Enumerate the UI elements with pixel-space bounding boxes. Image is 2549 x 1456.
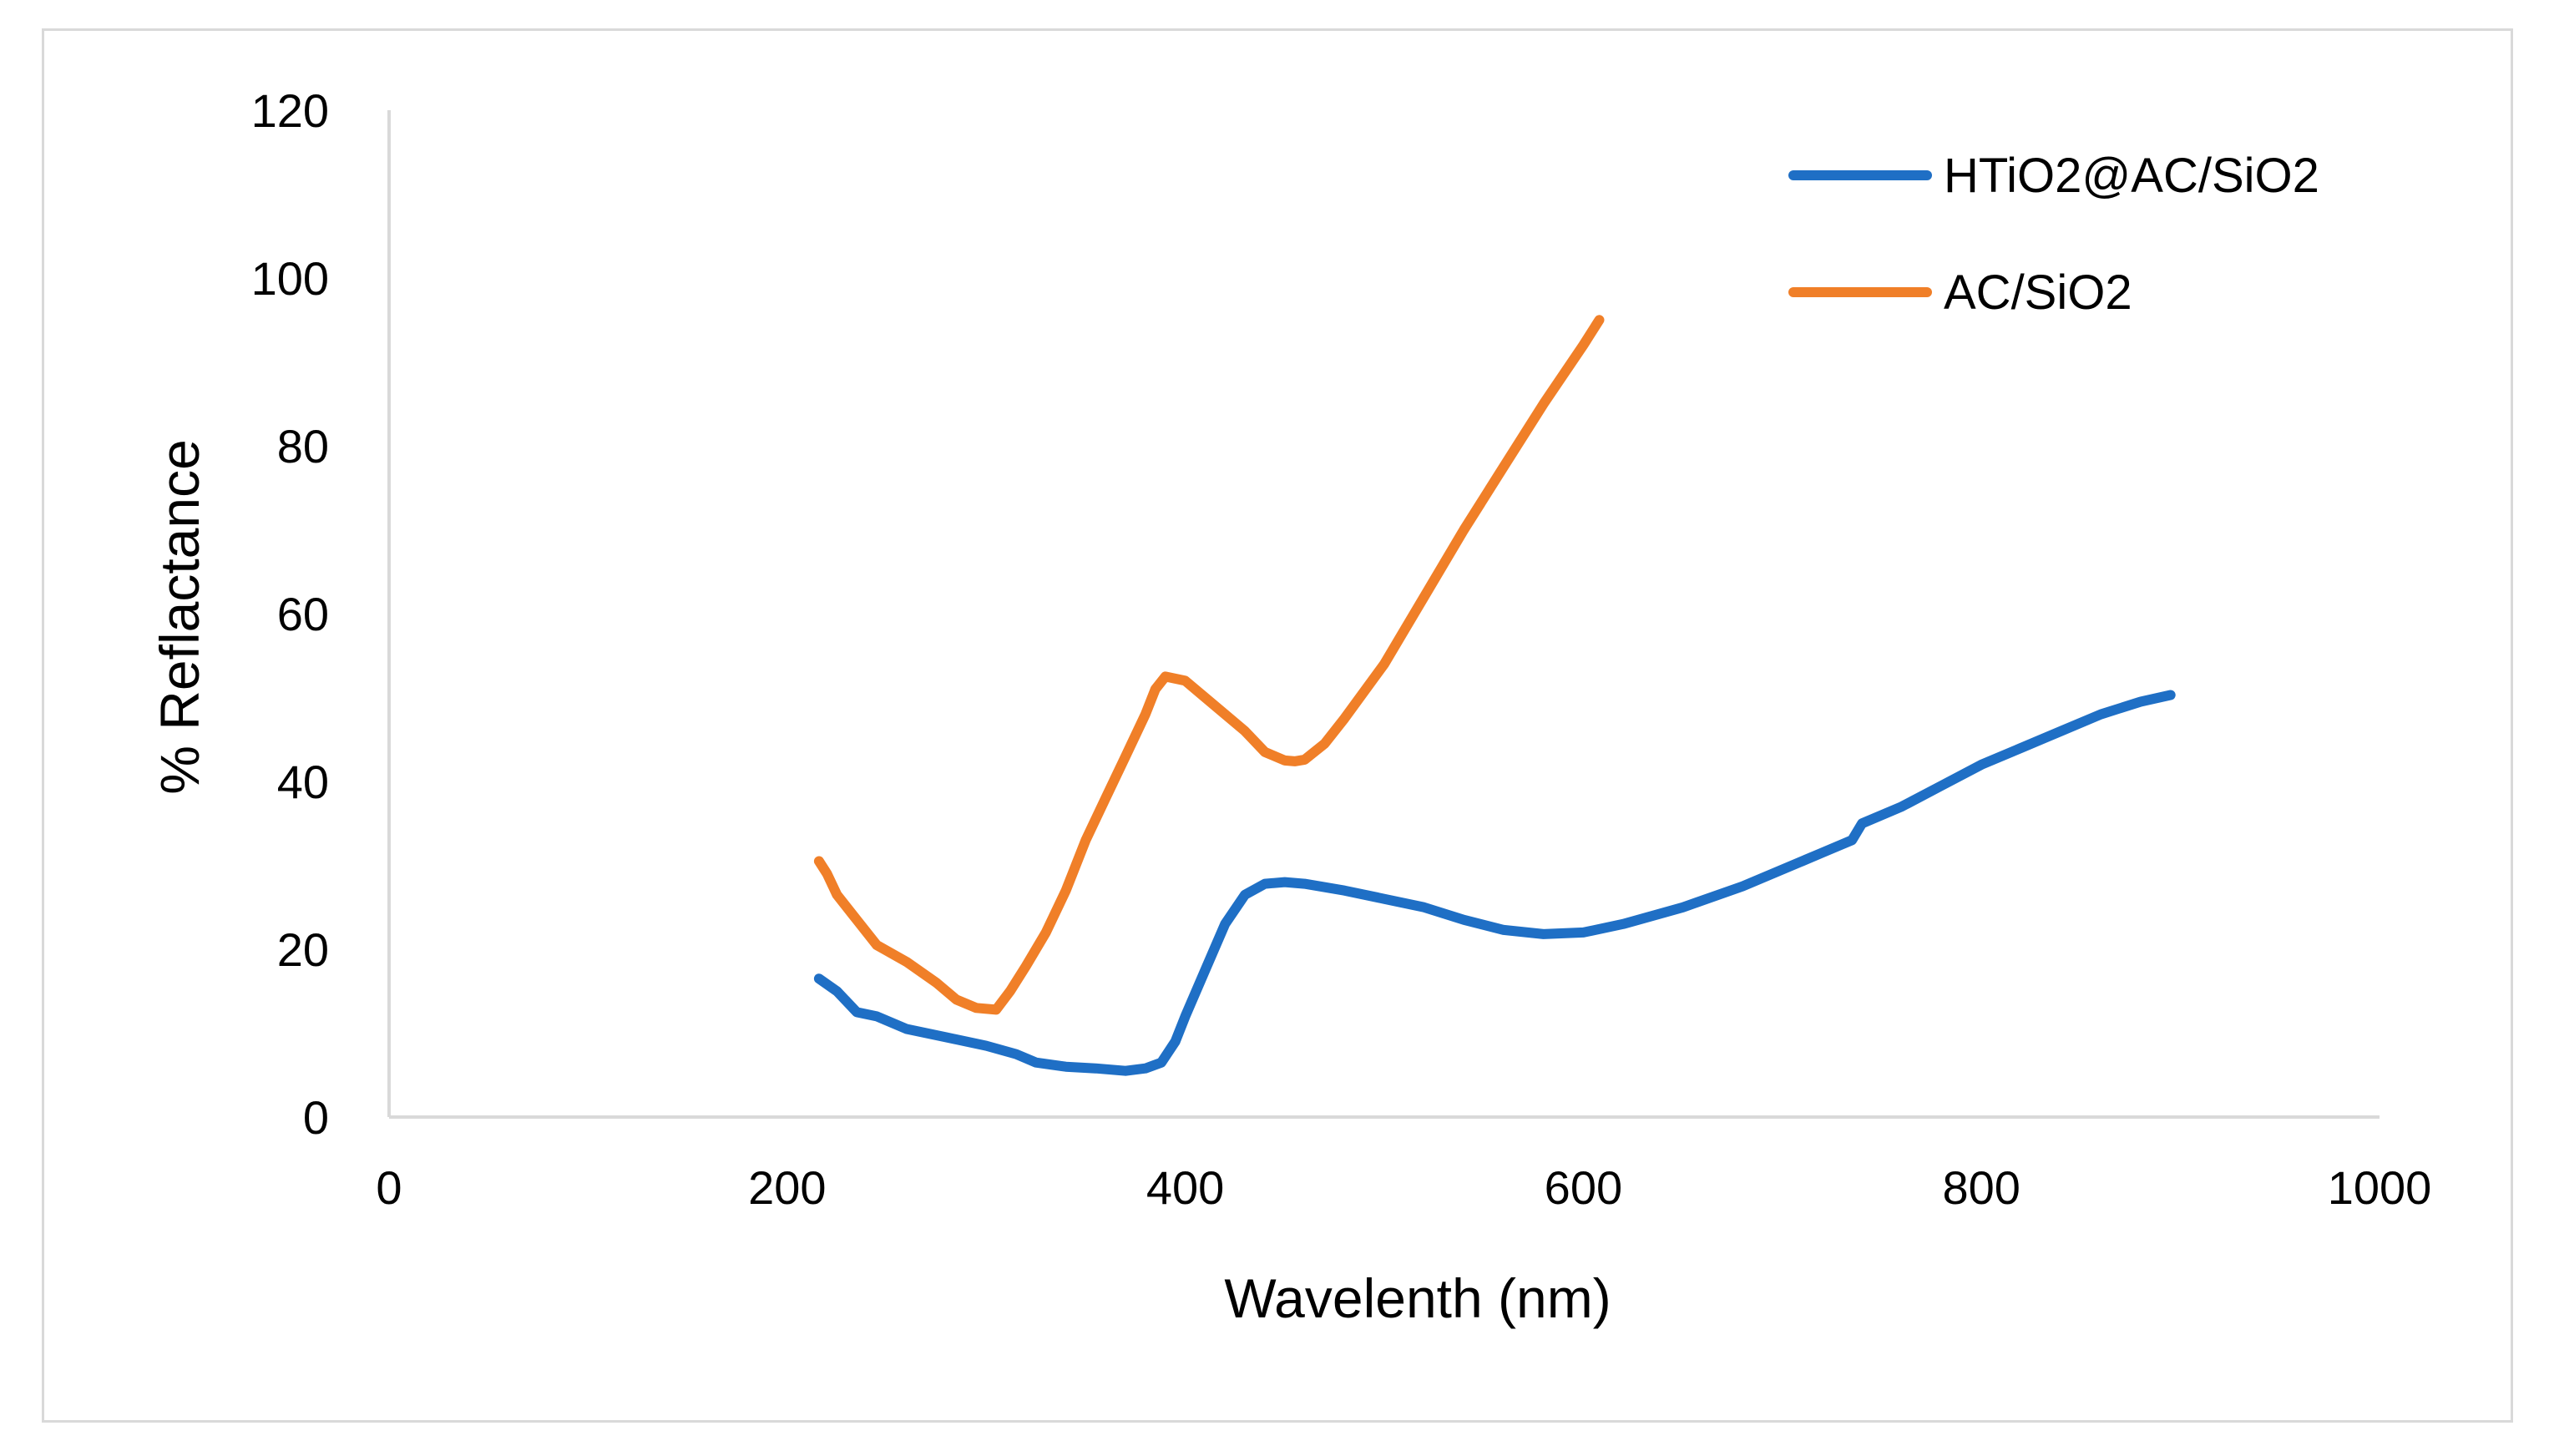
legend-label-0: HTiO2@AC/SiO2 [1944, 149, 2319, 203]
y-tick-label: 80 [277, 420, 329, 473]
legend: HTiO2@AC/SiO2 AC/SiO2 [1788, 149, 2319, 320]
y-tick-label: 20 [277, 923, 329, 976]
series-layer [813, 315, 2176, 1076]
y-tick-label: 120 [251, 84, 329, 137]
x-tick-label: 0 [376, 1161, 402, 1214]
y-axis-title: % Reflactance [149, 439, 210, 795]
x-tick-label: 400 [1146, 1161, 1224, 1214]
y-tick-label: 40 [277, 756, 329, 808]
series-line-1 [813, 315, 1605, 1015]
x-axis-title: Wavelenth (nm) [1224, 1267, 1611, 1329]
x-tick-label: 600 [1545, 1161, 1622, 1214]
axes-layer: 0 20 40 60 80 100 120 0 200 400 600 800 1000 [251, 84, 2432, 1214]
chart-frame [42, 28, 2513, 1423]
y-tick-label: 0 [303, 1091, 329, 1144]
x-tick-label: 200 [748, 1161, 826, 1214]
x-tick-label: 800 [1942, 1161, 2020, 1214]
y-tick-label: 100 [251, 252, 329, 305]
series-line-0 [813, 690, 2176, 1076]
y-tick-label: 60 [277, 588, 329, 640]
x-tick-label: 1000 [2328, 1161, 2432, 1214]
legend-label-1: AC/SiO2 [1944, 265, 2132, 320]
